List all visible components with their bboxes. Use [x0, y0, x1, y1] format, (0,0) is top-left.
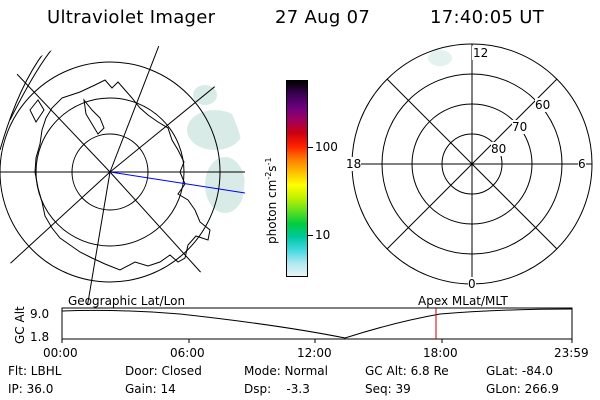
mlt-label-18: 18 [346, 157, 362, 171]
status-seq: Seq: 39 [365, 382, 411, 396]
colorbar-label-100: 100 [315, 140, 338, 154]
timeline-tick-0600: 06:00 [170, 346, 205, 360]
timeline-y-top: 9.0 [30, 307, 50, 321]
colorbar-tick-100 [308, 147, 313, 148]
sun-direction-line [109, 171, 246, 194]
colorbar-tick-10 [308, 235, 313, 236]
status-glat: GLat: -84.0 [486, 364, 553, 378]
mlat-label-60: 60 [535, 98, 551, 112]
timeline-tick-2359: 23:59 [554, 346, 589, 360]
status-mode: Mode: Normal [244, 364, 328, 378]
timeline-y-bottom: 1.8 [30, 330, 50, 344]
status-filter: Flt: LBHL [8, 364, 62, 378]
altitude-curve [61, 308, 573, 339]
instrument-title: Ultraviolet Imager [47, 7, 216, 28]
mlt-label-6: 6 [578, 157, 586, 171]
mlat-label-80: 80 [491, 142, 507, 156]
status-ip: IP: 36.0 [8, 382, 54, 396]
colorbar-label-10: 10 [315, 228, 331, 242]
mlat-label-70: 70 [512, 120, 528, 134]
mlt-label-12: 12 [472, 46, 490, 60]
status-gc-alt: GC Alt: 6.8 Re [365, 364, 449, 378]
polar-aurora [428, 50, 452, 66]
status-door: Door: Closed [125, 364, 202, 378]
mlt-label-0: 0 [468, 277, 476, 291]
timeline-label-apex: Apex MLat/MLT [418, 294, 508, 308]
status-gain: Gain: 14 [125, 382, 176, 396]
timeline-tick-1800: 18:00 [423, 346, 458, 360]
colorbar [286, 80, 308, 277]
status-dsp: Dsp: -3.3 [244, 382, 310, 396]
coastline [34, 79, 211, 271]
timeline-tick-0000: 00:00 [43, 346, 78, 360]
timeline-label-geographic: Geographic Lat/Lon [68, 294, 186, 308]
status-glon: GLon: 266.9 [486, 382, 559, 396]
time-label: 17:40:05 UT [430, 7, 545, 28]
date-label: 27 Aug 07 [275, 7, 371, 28]
timeline-tick-1200: 12:00 [297, 346, 332, 360]
